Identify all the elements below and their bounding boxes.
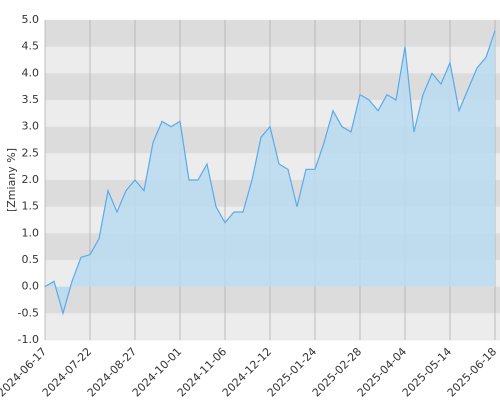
y-tick-label: 2.0 bbox=[22, 173, 40, 186]
y-tick-label: 2.5 bbox=[22, 146, 40, 159]
y-tick-label: 0.0 bbox=[22, 280, 40, 293]
area bbox=[45, 30, 495, 314]
line bbox=[44, 30, 496, 316]
y-tick-label: 4.0 bbox=[22, 66, 40, 79]
y-tick-label: 3.0 bbox=[22, 120, 40, 133]
grid-band bbox=[45, 286, 500, 314]
grid-band bbox=[45, 46, 500, 74]
grid-band bbox=[45, 20, 500, 47]
y-tick-label: 5.0 bbox=[22, 13, 40, 26]
y-tick-label: 0.5 bbox=[22, 253, 40, 266]
y-tick-label: -1.0 bbox=[18, 333, 39, 346]
y-tick-label: -0.5 bbox=[18, 306, 39, 319]
y-tick-label: 4.5 bbox=[22, 40, 40, 53]
y-tick-label: 3.5 bbox=[22, 93, 40, 106]
grid-band bbox=[45, 313, 500, 340]
y-axis-label: [Zmiany %] bbox=[5, 148, 18, 212]
y-tick-label: 1.5 bbox=[22, 200, 40, 213]
y-tick-label: 1.0 bbox=[22, 226, 40, 239]
